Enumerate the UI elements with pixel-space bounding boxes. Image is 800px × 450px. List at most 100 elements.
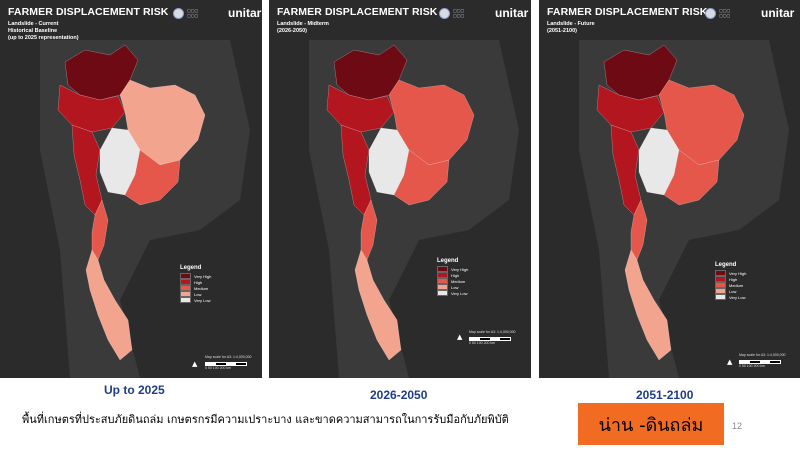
caption-future: 2051-2100 (636, 388, 694, 402)
legend: Legend Very High High Medium Low Very Low (715, 262, 763, 300)
footer-description: พื้นที่เกษตรที่ประสบภัยดินถล่ม เกษตรกรมี… (22, 413, 509, 426)
legend-swatch (437, 278, 448, 284)
legend-label: Medium (729, 282, 744, 288)
map-region-south-lower (624, 249, 672, 361)
legend-label: High (194, 279, 203, 285)
page-number: 12 (732, 421, 743, 431)
partner-logo-icon: ▢▢▢ ▢▢▢ (719, 8, 731, 18)
legend-swatch (180, 273, 191, 279)
legend-title: Legend (715, 262, 737, 268)
map-region-south-upper (360, 199, 378, 261)
scale-ticks: 0 50 100 200 km (469, 341, 496, 345)
legend-swatch (180, 279, 191, 285)
legend-item: Very Low (180, 297, 228, 303)
legend-label: Medium (194, 285, 209, 291)
caption-current: Up to 2025 (104, 383, 165, 397)
map-region-northwest (326, 84, 395, 133)
legend-swatch (437, 290, 448, 296)
legend-swatch (180, 291, 191, 297)
map-region-south-lower (354, 249, 402, 361)
location-badge: น่าน -ดินถล่ม (578, 403, 724, 445)
legend: Legend Very High High Medium Low Very Low (180, 265, 228, 303)
caption-midterm: 2026-2050 (370, 388, 428, 402)
north-arrow-icon: ▲ (192, 360, 198, 368)
scale-bar (205, 362, 247, 366)
legend-label: Very High (451, 266, 469, 272)
map-title: FARMER DISPLACEMENT RISK (277, 6, 438, 18)
partner-logo-icon: ▢▢▢ ▢▢▢ (453, 8, 465, 18)
legend-item: High (180, 279, 228, 285)
legend-swatch (715, 288, 726, 294)
thailand-map (539, 0, 800, 378)
legend-item: Low (437, 284, 485, 290)
legend-item: Very High (715, 270, 763, 276)
legend-swatch (715, 270, 726, 276)
legend-item: Very Low (437, 290, 485, 296)
map-title: FARMER DISPLACEMENT RISK (547, 6, 708, 18)
legend-swatch (437, 266, 448, 272)
unitar-logo: unitar (495, 6, 529, 20)
north-arrow-icon: ▲ (457, 333, 463, 341)
legend-label: Very Low (729, 294, 746, 300)
map-region-northwest (596, 84, 665, 133)
map-subtitle: Landslide - Future (2051-2100) (547, 21, 595, 34)
scale-label: Map scale for A3: 1:4,000,000 (469, 330, 516, 334)
legend-item: High (715, 276, 763, 282)
legend: Legend Very High High Medium Low Very Low (437, 258, 485, 296)
unitar-logo: unitar (228, 6, 262, 20)
map-region-east (124, 149, 181, 206)
unitar-logo: unitar (761, 6, 795, 20)
thailand-map (0, 0, 262, 378)
legend-item: Very High (437, 266, 485, 272)
legend-swatch (715, 294, 726, 300)
map-subtitle: Landslide - Midterm (2026-2050) (277, 21, 329, 34)
partner-logo-icon: ▢▢▢ ▢▢▢ (187, 8, 199, 18)
legend-label: High (729, 276, 738, 282)
partner-seal-icon (705, 8, 716, 19)
map-region-south-upper (630, 199, 648, 261)
scale-ticks: 0 50 100 200 km (205, 366, 232, 370)
map-region-south-lower (85, 249, 133, 361)
scale-label: Map scale for A3: 1:4,000,000 (739, 353, 786, 357)
legend-item: Medium (437, 278, 485, 284)
legend-label: Very Low (451, 290, 468, 296)
legend-item: Low (180, 291, 228, 297)
legend-swatch (180, 297, 191, 303)
legend-swatch (437, 272, 448, 278)
scale-ticks: 0 50 100 200 km (739, 364, 766, 368)
map-panel-future: FARMER DISPLACEMENT RISK Landslide - Fut… (539, 0, 800, 378)
legend-item: Medium (715, 282, 763, 288)
legend-item: Very High (180, 273, 228, 279)
legend-label: High (451, 272, 460, 278)
map-panel-current: FARMER DISPLACEMENT RISK Landslide - Cur… (0, 0, 262, 378)
partner-seal-icon (173, 8, 184, 19)
legend-label: Medium (451, 278, 466, 284)
map-region-east (663, 149, 720, 206)
thailand-map (269, 0, 531, 378)
legend-item: Low (715, 288, 763, 294)
legend-item: Very Low (715, 294, 763, 300)
map-region-east (393, 149, 450, 206)
legend-label: Low (729, 288, 737, 294)
legend-label: Very High (194, 273, 212, 279)
legend-swatch (715, 276, 726, 282)
legend-title: Legend (437, 258, 459, 264)
map-subtitle: Landslide - Current Historical Baseline … (8, 21, 79, 41)
scale-bar (739, 360, 781, 364)
map-region-south-upper (91, 199, 109, 261)
legend-swatch (715, 282, 726, 288)
scale-bar (469, 337, 511, 341)
legend-label: Very Low (194, 297, 211, 303)
map-panel-midterm: FARMER DISPLACEMENT RISK Landslide - Mid… (269, 0, 531, 378)
legend-label: Low (451, 284, 459, 290)
scale-label: Map scale for A3: 1:4,000,000 (205, 355, 252, 359)
legend-title: Legend (180, 265, 202, 271)
map-region-northwest (57, 84, 126, 133)
map-title: FARMER DISPLACEMENT RISK (8, 6, 169, 18)
partner-seal-icon (439, 8, 450, 19)
legend-swatch (437, 284, 448, 290)
legend-label: Very High (729, 270, 747, 276)
legend-label: Low (194, 291, 202, 297)
legend-item: High (437, 272, 485, 278)
north-arrow-icon: ▲ (727, 358, 733, 366)
